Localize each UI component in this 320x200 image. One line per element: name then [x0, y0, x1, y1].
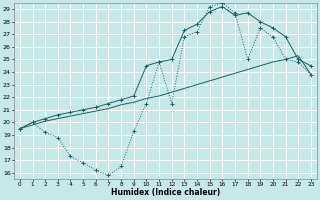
X-axis label: Humidex (Indice chaleur): Humidex (Indice chaleur) — [111, 188, 220, 197]
